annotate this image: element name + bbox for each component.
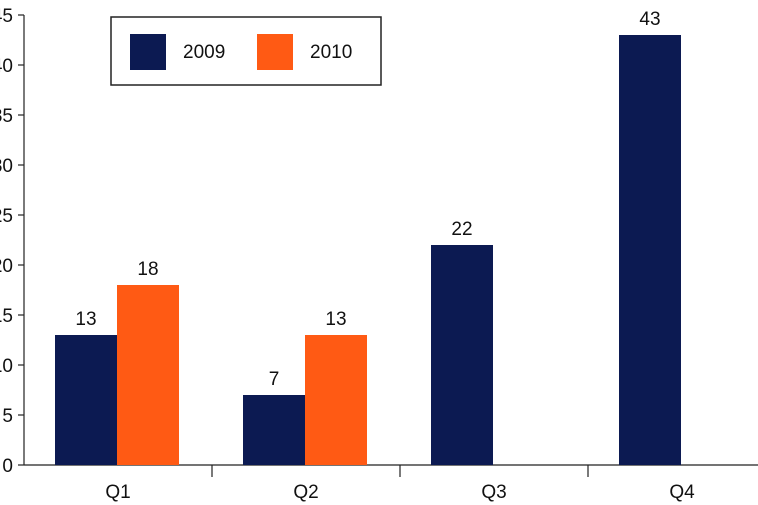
- bar-2009-Q3: [431, 245, 493, 465]
- y-tick-label: 25: [0, 206, 13, 227]
- data-label: 22: [451, 219, 472, 240]
- data-label: 13: [325, 309, 346, 330]
- y-tick-label: 35: [0, 106, 13, 127]
- y-tick-label: 20: [0, 256, 13, 277]
- y-tick-label: 15: [0, 306, 13, 327]
- y-tick-label: 40: [0, 56, 13, 77]
- y-tick-label: 10: [0, 356, 13, 377]
- category-label: Q3: [481, 482, 506, 503]
- legend: 2009 2010: [110, 16, 382, 86]
- bar-2009-Q1: [55, 335, 117, 465]
- legend-label: 2010: [310, 42, 352, 63]
- legend-label: 2009: [183, 42, 225, 63]
- bars: [55, 35, 681, 465]
- y-tick-label: 45: [0, 6, 13, 27]
- x-axis: Q1 Q2 Q3 Q4: [24, 464, 758, 503]
- category-label: Q4: [669, 482, 695, 503]
- data-label: 43: [639, 9, 660, 30]
- data-label: 18: [137, 259, 158, 280]
- bar-2009-Q4: [619, 35, 681, 465]
- category-label: Q1: [105, 482, 130, 503]
- bar-2009-Q2: [243, 395, 305, 465]
- legend-swatch: [257, 34, 293, 70]
- bar-2010-Q1: [117, 285, 179, 465]
- data-label: 13: [75, 309, 96, 330]
- y-axis: 0 5 10 15 20 25 30 35 40 45: [0, 6, 25, 477]
- data-labels: 13 18 7 13 22 43: [75, 9, 660, 390]
- y-tick-label: 0: [2, 456, 13, 477]
- bar-2010-Q2: [305, 335, 367, 465]
- y-tick-label: 5: [2, 406, 13, 427]
- category-label: Q2: [293, 482, 318, 503]
- data-label: 7: [269, 369, 280, 390]
- legend-swatch: [130, 34, 166, 70]
- y-tick-label: 30: [0, 156, 13, 177]
